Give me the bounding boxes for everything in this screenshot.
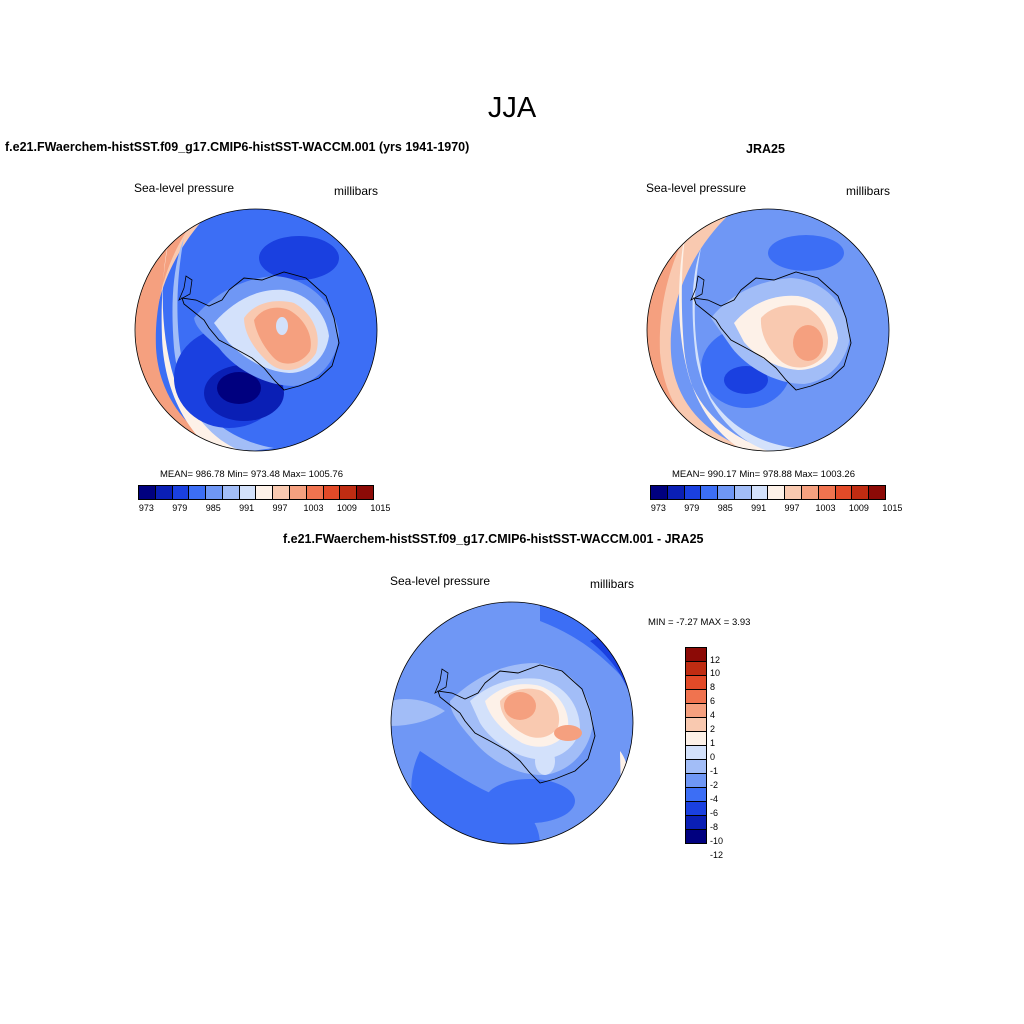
- colorbar-swatch: [651, 486, 668, 499]
- colorbar-swatch: [684, 486, 702, 499]
- colorbar-swatch: [785, 486, 803, 499]
- colorbar-swatch: [206, 486, 223, 499]
- colorbar-swatch: [686, 690, 706, 704]
- colorbar-swatch: [256, 486, 274, 499]
- colorbar-label: 973: [138, 503, 154, 513]
- colorbar-swatch: [686, 676, 706, 690]
- colorbar-label: 1003: [303, 503, 324, 513]
- panel1-field-label: Sea-level pressure: [134, 181, 235, 195]
- panel3-map: [390, 601, 634, 845]
- panel2-map: [646, 208, 890, 452]
- colorbar-swatch: [239, 486, 257, 499]
- panel3-colorbar: [685, 647, 707, 844]
- colorbar-swatch: [718, 486, 735, 499]
- colorbar-swatch: [139, 486, 156, 499]
- colorbar-swatch: [686, 662, 706, 676]
- colorbar-swatch: [768, 486, 786, 499]
- main-title: JJA: [487, 92, 537, 124]
- colorbar-swatch: [686, 704, 706, 718]
- panel3-stats: MIN = -7.27 MAX = 3.93: [648, 617, 751, 628]
- colorbar-label: 4: [710, 710, 716, 721]
- colorbar-swatch: [667, 486, 685, 499]
- panel1-units: millibars: [334, 184, 379, 198]
- colorbar-label: 991: [239, 503, 255, 513]
- colorbar-label: 1009: [336, 503, 357, 513]
- colorbar-label: 979: [684, 503, 700, 513]
- colorbar-swatch: [835, 486, 853, 499]
- panel1-colorbar: [138, 485, 374, 500]
- colorbar-swatch: [818, 486, 836, 499]
- colorbar-swatch: [686, 648, 706, 662]
- colorbar-label: -6: [710, 807, 719, 818]
- panel3-units: millibars: [590, 577, 635, 591]
- panel2-stats: MEAN= 990.17 Min= 978.88 Max= 1003.26: [672, 469, 855, 480]
- colorbar-label: 985: [717, 503, 733, 513]
- colorbar-label: 1003: [815, 503, 836, 513]
- colorbar-label: 12: [710, 654, 721, 665]
- colorbar-swatch: [686, 732, 706, 746]
- colorbar-label: 0: [710, 752, 716, 763]
- colorbar-swatch: [290, 486, 307, 499]
- colorbar-swatch: [306, 486, 324, 499]
- colorbar-label: 985: [205, 503, 221, 513]
- colorbar-swatch: [686, 830, 706, 843]
- colorbar-swatch: [852, 486, 870, 499]
- colorbar-label: 1015: [882, 503, 903, 513]
- colorbar-swatch: [340, 486, 358, 499]
- colorbar-label: 10: [710, 668, 721, 679]
- colorbar-label: -8: [710, 821, 719, 832]
- colorbar-label: 997: [784, 503, 800, 513]
- panel2-units: millibars: [846, 184, 891, 198]
- panel3-title: f.e21.FWaerchem-histSST.f09_g17.CMIP6-hi…: [283, 532, 704, 546]
- colorbar-swatch: [686, 718, 706, 732]
- colorbar-swatch: [155, 486, 173, 499]
- colorbar-swatch: [869, 486, 885, 499]
- panel2-colorbar: [650, 485, 886, 500]
- colorbar-label: 1009: [848, 503, 869, 513]
- colorbar-swatch: [273, 486, 291, 499]
- colorbar-label: 8: [710, 682, 716, 693]
- colorbar-label: -12: [710, 849, 724, 860]
- colorbar-swatch: [686, 760, 706, 774]
- colorbar-swatch: [802, 486, 819, 499]
- colorbar-swatch: [222, 486, 240, 499]
- panel1-map: [134, 208, 378, 452]
- colorbar-label: 6: [710, 696, 716, 707]
- colorbar-swatch: [751, 486, 769, 499]
- panel2-field-label: Sea-level pressure: [646, 181, 747, 195]
- panel2-title: JRA25: [746, 142, 785, 156]
- colorbar-label: -1: [710, 765, 719, 776]
- colorbar-swatch: [686, 774, 706, 788]
- colorbar-swatch: [686, 816, 706, 830]
- colorbar-swatch: [686, 746, 706, 760]
- colorbar-label: 979: [172, 503, 188, 513]
- panel1-stats: MEAN= 986.78 Min= 973.48 Max= 1005.76: [160, 469, 343, 480]
- colorbar-swatch: [357, 486, 373, 499]
- colorbar-label: 2: [710, 724, 716, 735]
- colorbar-swatch: [189, 486, 207, 499]
- colorbar-swatch: [734, 486, 752, 499]
- colorbar-swatch: [172, 486, 190, 499]
- colorbar-swatch: [686, 788, 706, 802]
- panel1-title: f.e21.FWaerchem-histSST.f09_g17.CMIP6-hi…: [5, 140, 470, 154]
- colorbar-label: -2: [710, 779, 719, 790]
- colorbar-label: -4: [710, 793, 719, 804]
- colorbar-swatch: [686, 802, 706, 816]
- colorbar-swatch: [323, 486, 341, 499]
- colorbar-swatch: [701, 486, 719, 499]
- colorbar-label: 1015: [370, 503, 391, 513]
- colorbar-label: 997: [272, 503, 288, 513]
- colorbar-label: 973: [650, 503, 666, 513]
- colorbar-label: 1: [710, 738, 716, 749]
- colorbar-label: -10: [710, 835, 724, 846]
- colorbar-label: 991: [751, 503, 767, 513]
- panel3-field-label: Sea-level pressure: [390, 574, 491, 588]
